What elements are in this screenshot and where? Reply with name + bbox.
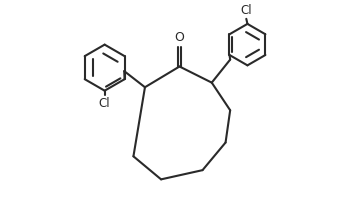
Text: Cl: Cl bbox=[99, 97, 111, 110]
Text: Cl: Cl bbox=[241, 4, 252, 17]
Text: O: O bbox=[174, 31, 185, 44]
